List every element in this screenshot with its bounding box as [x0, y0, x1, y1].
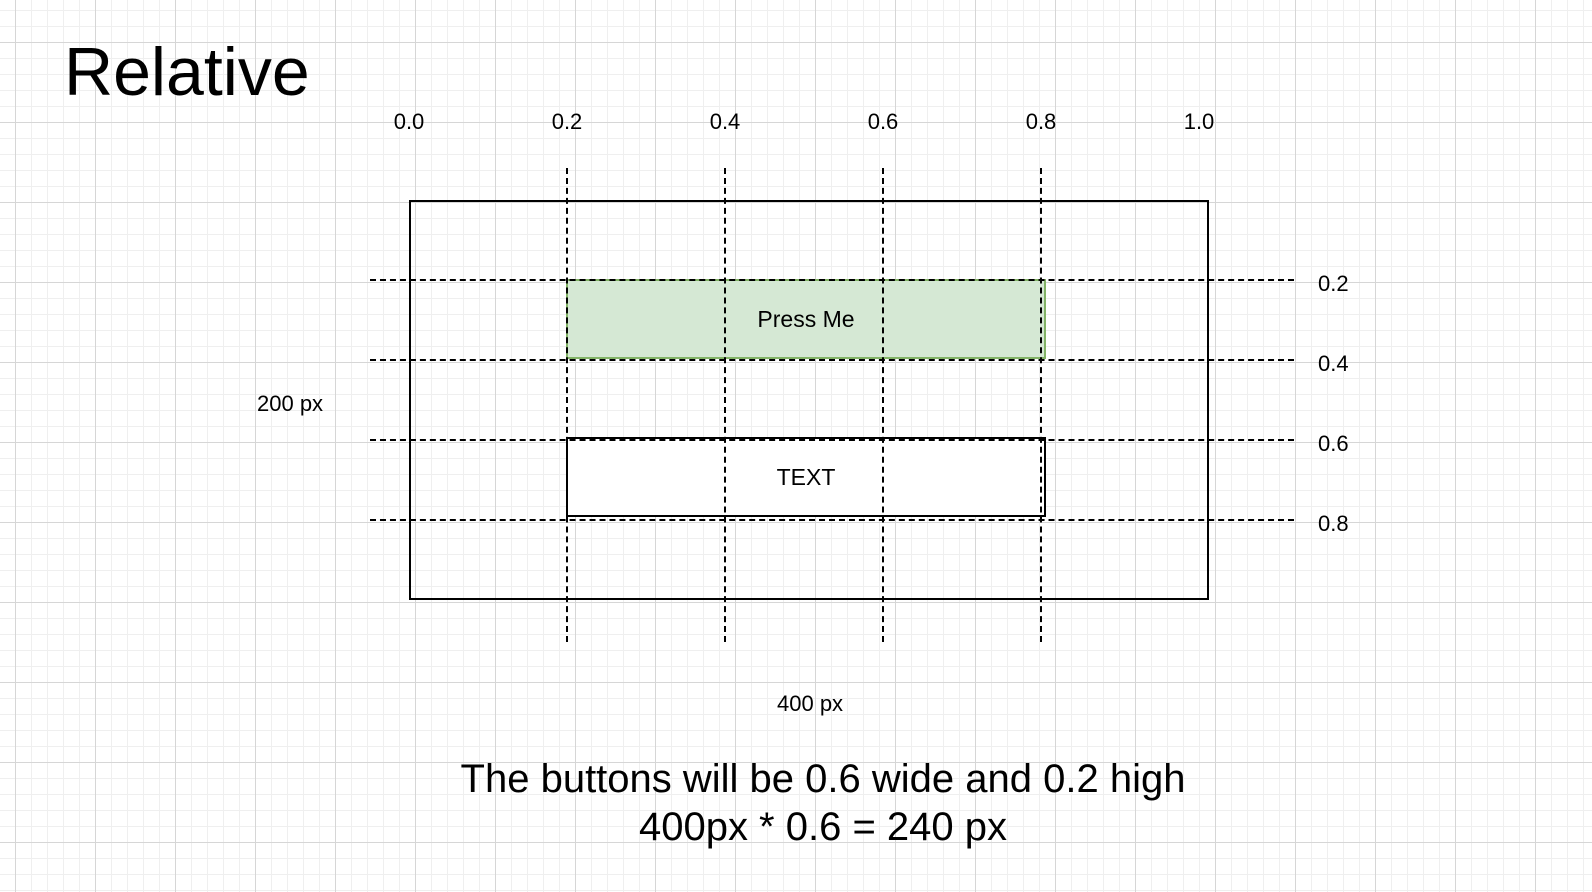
guide-horizontal-0.6 — [370, 439, 1294, 441]
guide-vertical-0.2 — [566, 168, 568, 642]
x-tick-3: 0.6 — [867, 109, 899, 134]
guide-horizontal-0.4 — [370, 359, 1294, 361]
guide-vertical-0.8 — [1040, 168, 1042, 642]
y-tick-0: 0.2 — [1318, 271, 1349, 296]
x-tick-1: 0.2 — [551, 109, 583, 134]
x-tick-4: 0.8 — [1025, 109, 1057, 134]
height-dimension-label: 200 px — [257, 391, 324, 416]
caption-line-1: The buttons will be 0.6 wide and 0.2 hig… — [460, 757, 1186, 801]
y-tick-1: 0.4 — [1318, 351, 1349, 376]
x-tick-5: 1.0 — [1183, 109, 1215, 134]
x-tick-0: 0.0 — [393, 109, 425, 134]
text-box: TEXT — [566, 437, 1046, 517]
guide-horizontal-0.2 — [370, 279, 1294, 281]
page-title: Relative — [64, 34, 310, 110]
y-tick-3: 0.8 — [1318, 511, 1349, 536]
x-tick-2: 0.4 — [709, 109, 741, 134]
width-dimension-label: 400 px — [777, 691, 844, 716]
caption-line-2: 400px * 0.6 = 240 px — [638, 805, 1008, 849]
container-frame — [409, 200, 1209, 600]
guide-vertical-0.6 — [882, 168, 884, 642]
press-me-button[interactable]: Press Me — [566, 279, 1046, 359]
guide-horizontal-0.8 — [370, 519, 1294, 521]
y-tick-2: 0.6 — [1318, 431, 1349, 456]
guide-vertical-0.4 — [724, 168, 726, 642]
